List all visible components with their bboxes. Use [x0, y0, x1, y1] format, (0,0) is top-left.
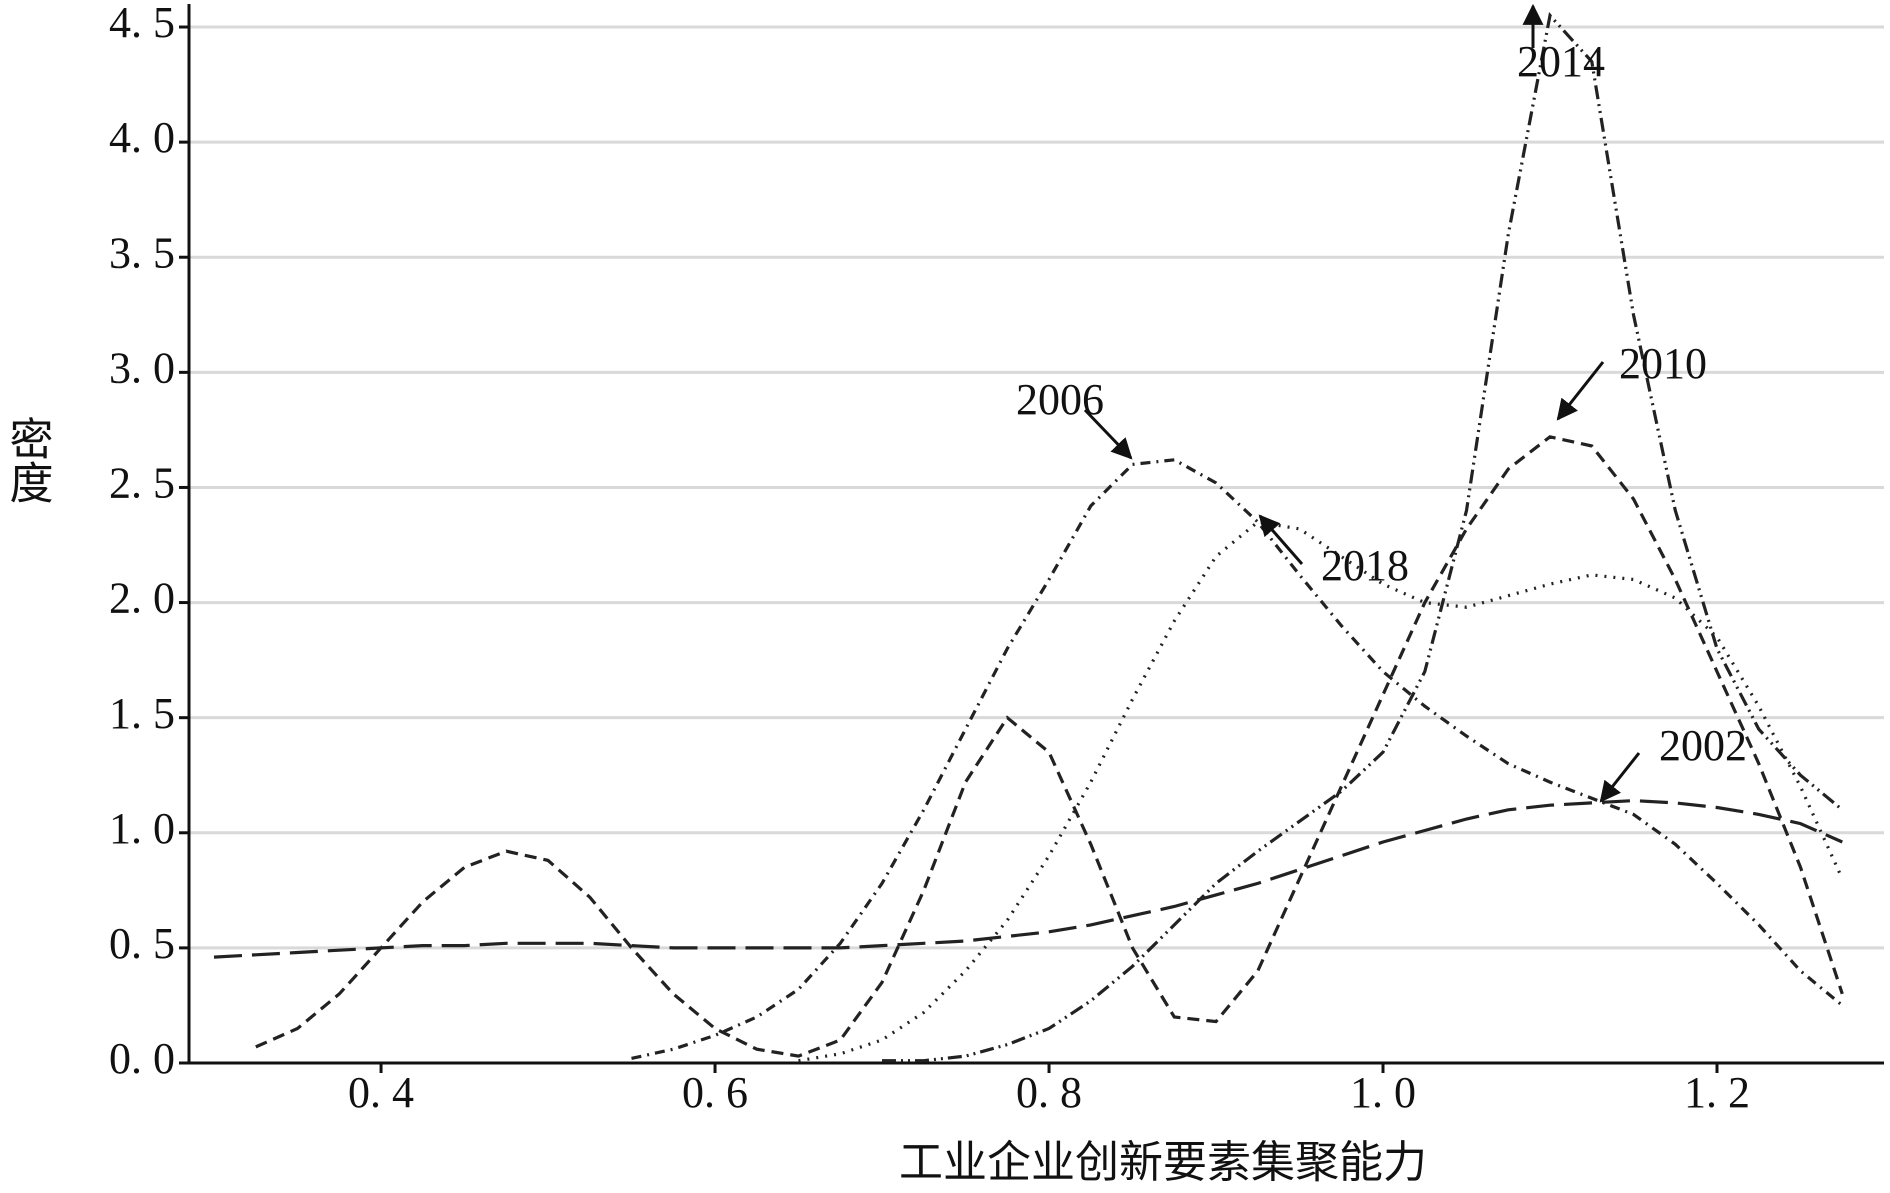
- series-line: [213, 798, 1843, 959]
- y-axis-title: 密度: [3, 416, 53, 504]
- y-tick-label: 2. 0: [109, 574, 175, 623]
- series-annotation: 2002: [1659, 721, 1747, 770]
- series-line: [631, 458, 1844, 1060]
- y-tick-label: 3. 0: [109, 343, 175, 392]
- x-tick-label: 1. 0: [1350, 1068, 1416, 1117]
- y-tick-label: 4. 0: [109, 113, 175, 162]
- x-tick-label: 1. 2: [1684, 1068, 1750, 1117]
- annotation-arrow: [1083, 408, 1133, 460]
- series-annotation: 2006: [1016, 375, 1104, 424]
- y-tick-label: 1. 5: [109, 689, 175, 738]
- y-tick-label: 3. 5: [109, 228, 175, 277]
- x-axis-title: 工业企业创新要素集聚能力: [899, 1138, 1427, 1187]
- y-tick-label: 1. 0: [109, 804, 175, 853]
- series-annotation: 2014: [1517, 37, 1605, 86]
- series-line: [798, 520, 1844, 1063]
- series-annotation: 2018: [1321, 541, 1409, 590]
- series-annotation: 2010: [1619, 339, 1707, 388]
- y-tick-label: 2. 5: [109, 459, 175, 508]
- x-tick-label: 0. 8: [1016, 1068, 1082, 1117]
- y-tick-label: 0. 0: [109, 1034, 175, 1083]
- y-tick-label: 4. 5: [109, 0, 175, 47]
- annotation-arrow: [1258, 514, 1304, 565]
- series-line: [882, 12, 1844, 1063]
- annotation-arrow: [1556, 361, 1605, 421]
- y-tick-label: 0. 5: [109, 919, 175, 968]
- annotation-arrow: [1599, 752, 1641, 803]
- x-tick-label: 0. 6: [682, 1068, 748, 1117]
- x-tick-label: 0. 4: [348, 1068, 414, 1117]
- series-line: [255, 435, 1844, 1058]
